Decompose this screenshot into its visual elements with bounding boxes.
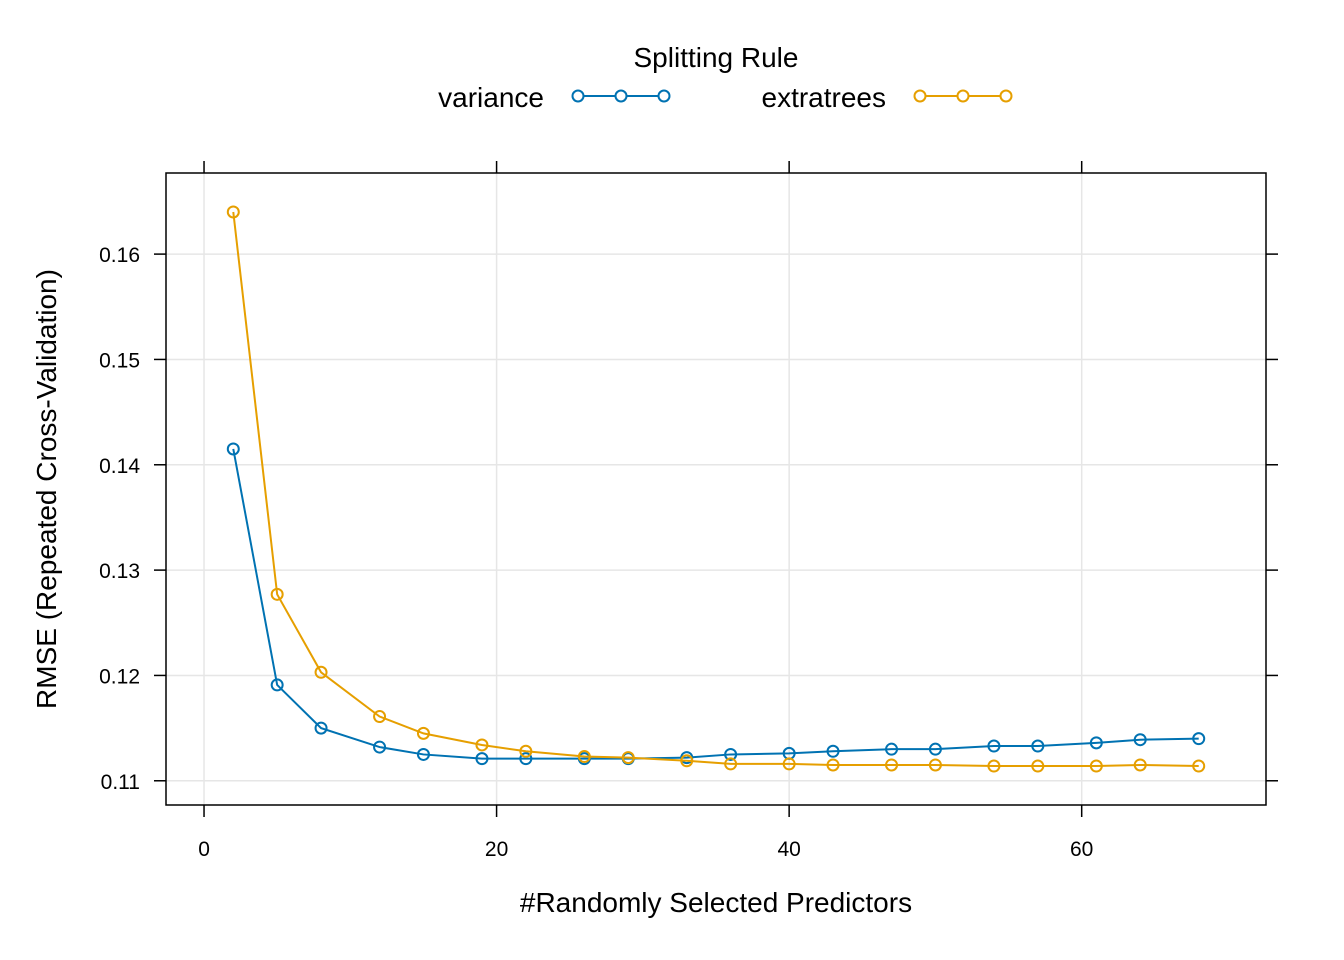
legend-marker: [956, 89, 970, 103]
legend-items: variance extratrees: [438, 82, 1013, 113]
data-point-variance: [416, 747, 430, 761]
data-point-extratrees: [577, 750, 591, 764]
legend-marker: [913, 89, 927, 103]
data-point-variance: [475, 752, 489, 766]
data-point-extratrees: [314, 665, 328, 679]
data-point-variance: [885, 742, 899, 756]
data-point-extratrees: [928, 758, 942, 772]
y-tick-label: 0.12: [99, 665, 140, 688]
data-point-extratrees: [1089, 759, 1103, 773]
series-layer: [226, 205, 1206, 773]
data-point-extratrees: [885, 758, 899, 772]
data-point-extratrees: [270, 587, 284, 601]
data-point-variance: [987, 739, 1001, 753]
data-point-variance: [826, 744, 840, 758]
data-point-extratrees: [519, 744, 533, 758]
data-point-extratrees: [826, 758, 840, 772]
data-point-variance: [270, 678, 284, 692]
legend-marker: [657, 89, 671, 103]
data-point-variance: [226, 442, 240, 456]
data-point-extratrees: [373, 710, 387, 724]
y-axis-title: RMSE (Repeated Cross-Validation): [31, 269, 62, 709]
series-extratrees: [226, 205, 1206, 773]
data-point-extratrees: [680, 754, 694, 768]
data-point-extratrees: [226, 205, 240, 219]
y-tick-label: 0.11: [101, 771, 140, 794]
data-point-extratrees: [782, 757, 796, 771]
legend-label: variance: [438, 82, 544, 113]
data-point-variance: [1192, 732, 1206, 746]
y-tick-label: 0.13: [99, 560, 140, 583]
legend-item-variance: variance: [438, 82, 671, 113]
data-point-variance: [1133, 733, 1147, 747]
x-tick-label: 60: [1070, 838, 1093, 861]
legend-marker: [571, 89, 585, 103]
grid: [166, 173, 1266, 805]
legend: Splitting Rule variance extratrees: [438, 42, 1013, 113]
data-point-variance: [373, 740, 387, 754]
legend-marker: [999, 89, 1013, 103]
data-point-extratrees: [621, 751, 635, 765]
data-point-extratrees: [416, 726, 430, 740]
legend-marker: [614, 89, 628, 103]
data-point-variance: [1031, 739, 1045, 753]
y-tick-label: 0.15: [99, 349, 140, 372]
data-point-extratrees: [1192, 759, 1206, 773]
data-point-variance: [928, 742, 942, 756]
x-tick-label: 20: [485, 838, 508, 861]
legend-label: extratrees: [762, 82, 887, 113]
data-point-extratrees: [1031, 759, 1045, 773]
legend-item-extratrees: extratrees: [762, 82, 1013, 113]
data-point-extratrees: [475, 738, 489, 752]
series-line-variance: [232, 448, 1199, 760]
axis-ticks: 0 20 40 60 0.11 0.12 0.13 0.14 0.15 0.16: [99, 161, 1278, 861]
legend-title: Splitting Rule: [634, 42, 799, 73]
x-axis-title: #Randomly Selected Predictors: [520, 887, 912, 918]
x-tick-label: 40: [777, 838, 800, 861]
y-tick-label: 0.14: [99, 455, 140, 478]
series-variance: [226, 442, 1206, 766]
data-point-extratrees: [1133, 758, 1147, 772]
series-line-extratrees: [232, 211, 1199, 768]
data-point-variance: [724, 747, 738, 761]
plot-frame: [165, 172, 1267, 806]
data-point-variance: [519, 752, 533, 766]
data-point-variance: [314, 721, 328, 735]
x-tick-label: 0: [198, 838, 210, 861]
y-tick-label: 0.16: [99, 244, 140, 267]
data-point-variance: [1089, 736, 1103, 750]
data-point-extratrees: [987, 759, 1001, 773]
data-point-extratrees: [724, 757, 738, 771]
